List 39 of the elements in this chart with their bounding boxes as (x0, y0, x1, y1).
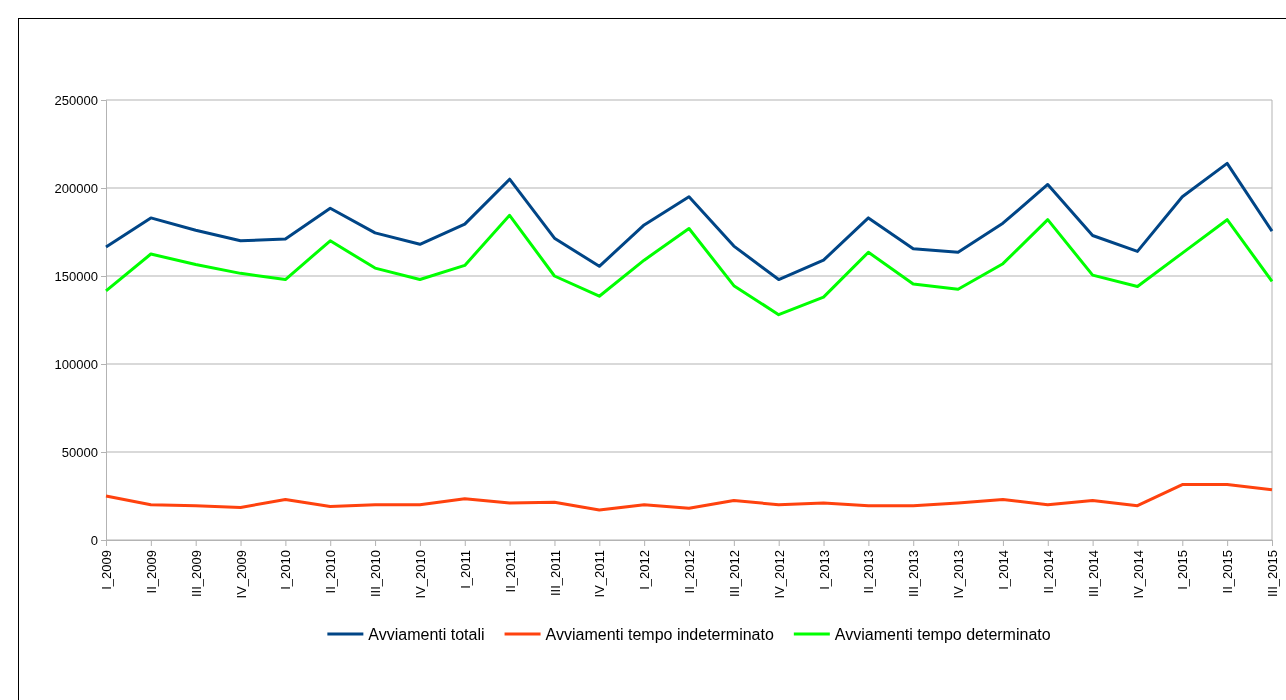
x-tick-label: I_2015 (1175, 550, 1191, 590)
x-tick-label: III_2013 (906, 550, 922, 597)
legend-label: Avviamenti tempo determinato (834, 625, 1051, 643)
line-series (104, 213, 1274, 317)
y-tick-label: 50000 (61, 444, 98, 460)
x-tick-label: II_2014 (1040, 550, 1056, 594)
x-tick-label: I_2011 (457, 550, 473, 589)
x-tick-label: III_2009 (188, 550, 204, 597)
x-tick-label: IV_2009 (233, 550, 249, 599)
y-tick-label: 0 (90, 532, 98, 548)
x-tick-label: IV_2012 (771, 550, 787, 599)
x-tick-label: I_2014 (995, 550, 1011, 590)
x-tick-label: III_2015 (1265, 550, 1281, 597)
y-tick-label: 250000 (54, 92, 98, 108)
x-tick-label: III_2012 (726, 550, 742, 597)
x-tick-label: II_2011 (502, 550, 518, 593)
x-tick-label: IV_2013 (951, 550, 967, 599)
legend-label: Avviamenti totali (368, 625, 485, 643)
x-tick-label: IV_2011 (592, 550, 608, 598)
x-tick-label: III_2010 (368, 550, 384, 597)
x-tick-label: II_2009 (143, 550, 159, 594)
x-tick-label: II_2013 (861, 550, 877, 594)
x-tick-label: II_2012 (682, 550, 698, 594)
x-tick-label: II_2010 (323, 550, 339, 594)
x-tick-label: II_2015 (1220, 550, 1236, 594)
x-tick-label: III_2014 (1085, 550, 1101, 597)
x-tick-label: I_2013 (816, 550, 832, 590)
y-tick-label: 100000 (54, 356, 98, 372)
y-tick-label: 150000 (54, 268, 98, 284)
y-tick-label: 200000 (54, 180, 98, 196)
x-tick-label: I_2010 (278, 550, 294, 590)
x-tick-label: III_2011 (547, 550, 563, 597)
x-tick-label: IV_2014 (1130, 550, 1146, 599)
x-tick-label: I_2012 (637, 550, 653, 590)
line-series (104, 483, 1274, 512)
x-tick-label: IV_2010 (412, 550, 428, 599)
legend-label: Avviamenti tempo indeterminato (545, 625, 774, 643)
line-series (104, 161, 1274, 282)
x-tick-label: I_2009 (99, 550, 115, 590)
